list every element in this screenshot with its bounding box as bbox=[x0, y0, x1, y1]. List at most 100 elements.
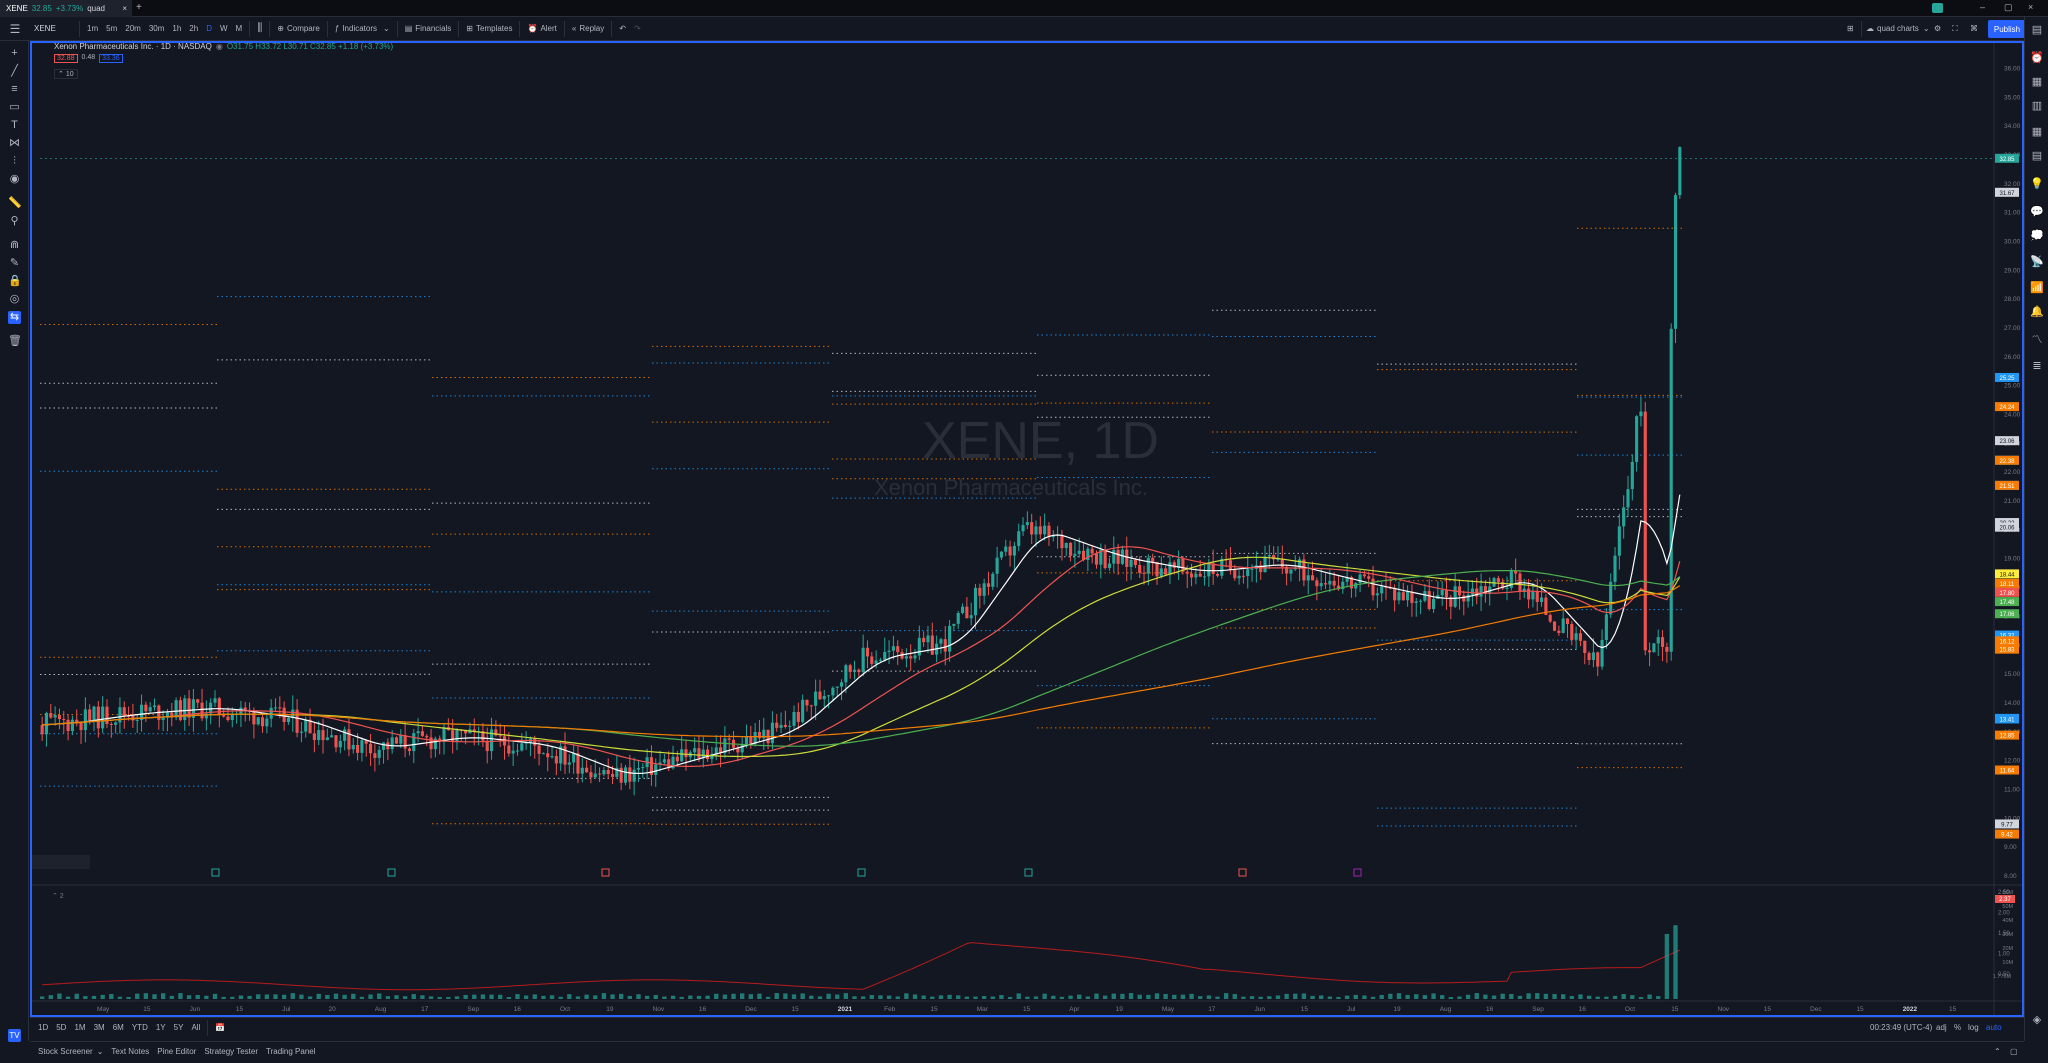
interval-2h[interactable]: 2h bbox=[189, 24, 199, 33]
log-toggle[interactable]: log bbox=[1968, 1023, 1979, 1032]
gear-icon[interactable]: ⚙ bbox=[1934, 24, 1942, 33]
right-sidebar: ▤ ⏰ ▦ ▥ ▦ ▤ 💡 💬 💭 📡 📶 🔔 〽 ≣ ◈ bbox=[2024, 17, 2048, 1041]
crosshair-icon[interactable]: + bbox=[11, 47, 18, 59]
tab-trading-panel[interactable]: Trading Panel bbox=[266, 1046, 316, 1056]
range-5y[interactable]: 5Y bbox=[173, 1023, 184, 1032]
menu-icon[interactable]: ☰ bbox=[9, 21, 21, 36]
templates-button[interactable]: ⊞ Templates bbox=[462, 17, 516, 41]
tab-pine-editor[interactable]: Pine Editor bbox=[157, 1046, 197, 1056]
tab-text-notes[interactable]: Text Notes bbox=[111, 1046, 150, 1056]
layers-icon[interactable]: ◈ bbox=[2032, 1014, 2042, 1026]
clock-label[interactable]: 00:23:49 (UTC-4) bbox=[1870, 1023, 1933, 1032]
range-6m[interactable]: 6M bbox=[112, 1023, 124, 1032]
forecast-icon[interactable]: ⫶ bbox=[13, 155, 16, 167]
candle-body bbox=[1146, 557, 1150, 574]
indicators-button[interactable]: ƒ Indicators ⌄ bbox=[331, 17, 394, 41]
layout-grid-icon[interactable]: ⊞ bbox=[1847, 24, 1854, 33]
ask-badge[interactable]: 33.36 bbox=[99, 54, 123, 63]
alert-button[interactable]: ⏰ Alert bbox=[523, 17, 560, 41]
undo-icon[interactable]: ↶ bbox=[619, 24, 626, 33]
close-icon[interactable]: × bbox=[122, 4, 127, 13]
interval-m[interactable]: M bbox=[235, 24, 243, 33]
range-1d[interactable]: 1D bbox=[38, 1023, 49, 1032]
financials-button[interactable]: ▤ Financials bbox=[401, 17, 456, 41]
percent-toggle[interactable]: % bbox=[1954, 1023, 1962, 1032]
eye-icon[interactable]: ◉ bbox=[9, 173, 20, 185]
collapse-panel-icon[interactable]: ⌃ bbox=[1994, 1046, 2001, 1056]
text-icon[interactable]: T bbox=[11, 119, 18, 131]
trend-line-icon[interactable]: ╱ bbox=[11, 65, 18, 77]
magnet-icon[interactable]: ⋒ bbox=[9, 239, 20, 251]
range-5d[interactable]: 5D bbox=[56, 1023, 67, 1032]
chat-icon[interactable]: 💬 bbox=[2030, 206, 2044, 218]
signal-icon[interactable]: 📡 bbox=[2030, 256, 2044, 268]
range-ytd[interactable]: YTD bbox=[131, 1023, 148, 1032]
candle-body bbox=[312, 733, 316, 741]
calendar-icon[interactable]: ▦ bbox=[2031, 126, 2043, 138]
tab-strategy-tester[interactable]: Strategy Tester bbox=[204, 1046, 258, 1056]
legend-title[interactable]: Xenon Pharmaceuticals Inc. · 1D · NASDAQ bbox=[54, 42, 212, 51]
range-1y[interactable]: 1Y bbox=[155, 1023, 166, 1032]
order-panel-icon[interactable]: ≣ bbox=[2032, 360, 2042, 372]
alerts-icon[interactable]: ⏰ bbox=[2030, 52, 2044, 64]
interval-5m[interactable]: 5m bbox=[106, 24, 118, 33]
pattern-icon[interactable]: ⋈ bbox=[9, 137, 20, 149]
candles-icon[interactable]: ⫼ bbox=[257, 22, 263, 34]
compare-button[interactable]: ⊕ Compare bbox=[273, 17, 324, 41]
chart-tab[interactable]: XENE 32.85 +3.73% quad × bbox=[0, 0, 132, 17]
interval-d[interactable]: D bbox=[206, 24, 212, 33]
notifications-icon[interactable]: 🔔 bbox=[2030, 306, 2044, 318]
interval-30m[interactable]: 30m bbox=[148, 24, 165, 33]
fullscreen-icon[interactable]: ⛶ bbox=[1952, 23, 1958, 33]
auto-toggle[interactable]: auto bbox=[1986, 1023, 2002, 1032]
adj-toggle[interactable]: adj bbox=[1936, 1023, 1947, 1032]
tab-symbol: XENE bbox=[6, 4, 28, 13]
candle-body bbox=[1181, 558, 1185, 572]
stay-in-drawing-icon[interactable]: ✎ bbox=[9, 257, 20, 269]
range-1m[interactable]: 1M bbox=[74, 1023, 86, 1032]
redo-icon[interactable]: ↷ bbox=[633, 24, 641, 33]
ruler-icon[interactable]: 📏 bbox=[8, 197, 22, 209]
interval-20m[interactable]: 20m bbox=[125, 24, 141, 33]
trash-icon[interactable]: 🗑 bbox=[8, 335, 22, 347]
trend-icon[interactable]: 〽 bbox=[2031, 334, 2043, 346]
maximize-panel-icon[interactable]: ▢ bbox=[2010, 1046, 2018, 1056]
interval-1m[interactable]: 1m bbox=[87, 24, 99, 33]
price-chart[interactable]: 36.0035.0034.0033.0032.0031.0030.0029.00… bbox=[32, 43, 2022, 1015]
new-tab-icon[interactable]: + bbox=[136, 2, 142, 13]
replay-button[interactable]: «Replay bbox=[568, 17, 608, 41]
publish-button[interactable]: Publish bbox=[1988, 20, 2026, 38]
window-close-icon[interactable]: × bbox=[2028, 2, 2034, 12]
go-to-date-icon[interactable]: 📅 bbox=[215, 1023, 226, 1032]
tab-stock-screener[interactable]: Stock Screener ⌄ bbox=[34, 1039, 107, 1063]
account-icon[interactable] bbox=[1932, 3, 1943, 13]
hide-icon[interactable]: ◎ bbox=[9, 293, 20, 305]
interval-1h[interactable]: 1h bbox=[172, 24, 182, 33]
chart-pane[interactable]: 36.0035.0034.0033.0032.0031.0030.0029.00… bbox=[30, 41, 2024, 1017]
horizontal-lines-icon[interactable]: ≡ bbox=[11, 83, 18, 95]
maximize-icon[interactable]: ▢ bbox=[2004, 2, 2013, 12]
range-3m[interactable]: 3M bbox=[93, 1023, 105, 1032]
hotlists-icon[interactable]: ▥ bbox=[2031, 100, 2043, 112]
indicator-toggle[interactable]: ⌃ 10 bbox=[54, 69, 78, 79]
rectangle-icon[interactable]: ▭ bbox=[9, 101, 20, 113]
data-window-icon[interactable]: ▦ bbox=[2031, 76, 2043, 88]
notes-icon[interactable]: ▤ bbox=[2031, 150, 2043, 162]
logo-icon[interactable]: TV bbox=[8, 1029, 21, 1042]
eye-icon[interactable]: ◉ bbox=[215, 42, 223, 51]
watchlist-icon[interactable]: ▤ bbox=[2031, 24, 2043, 36]
symbol-search-button[interactable]: XENE bbox=[34, 24, 56, 33]
layout-name-button[interactable]: ☁ quad charts ⌄ bbox=[1862, 17, 1934, 41]
range-all[interactable]: All bbox=[191, 1023, 201, 1032]
broadcast-icon[interactable]: 📶 bbox=[2030, 282, 2044, 294]
camera-icon[interactable]: ⌘ bbox=[1970, 24, 1978, 33]
lock-icon[interactable]: 🔒 bbox=[8, 275, 22, 287]
bid-badge[interactable]: 32.88 bbox=[54, 54, 78, 63]
streams-icon[interactable]: 💭 bbox=[2030, 230, 2044, 242]
interval-w[interactable]: W bbox=[219, 24, 228, 33]
zoom-icon[interactable]: ⚲ bbox=[10, 215, 19, 227]
minimize-icon[interactable]: – bbox=[1980, 2, 1986, 12]
price-axis-label: 27.00 bbox=[2004, 325, 2021, 332]
sync-icon[interactable]: ⇆ bbox=[8, 311, 21, 324]
ideas-icon[interactable]: 💡 bbox=[2030, 178, 2044, 190]
